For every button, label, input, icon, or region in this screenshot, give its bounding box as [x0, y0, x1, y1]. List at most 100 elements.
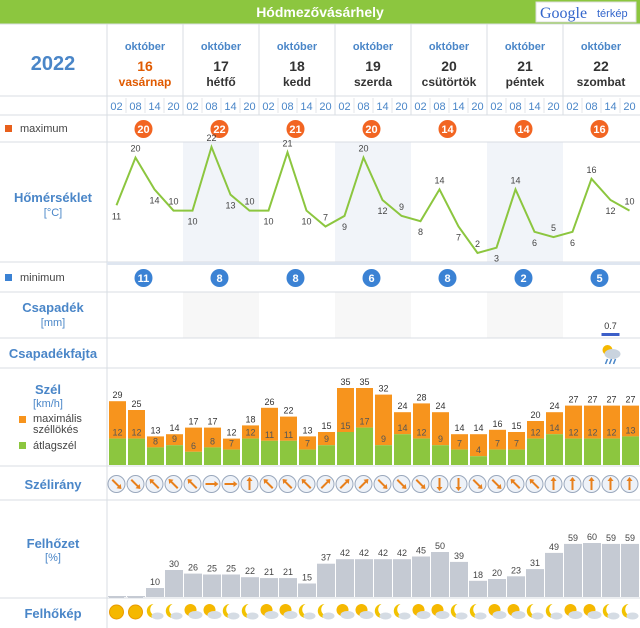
wind-gust-value: 12 [226, 428, 236, 438]
cloud-shape [492, 611, 507, 619]
cloud-value: 15 [302, 573, 312, 583]
wind-direction-icon [430, 475, 449, 493]
day-month-label: október [429, 41, 470, 53]
gust-legend-1: maximális [33, 413, 82, 425]
wind-avg-value: 7 [495, 439, 500, 449]
temperature-value: 6 [532, 238, 537, 248]
moon-cloud-icon [374, 604, 392, 620]
wind-avg-value: 11 [284, 430, 293, 440]
cloud-shape [435, 611, 450, 619]
wind-avg-bar [166, 445, 183, 465]
wind-arrow [339, 479, 350, 489]
wind-direction-icon [297, 475, 316, 493]
sun-cloud-icon [507, 604, 526, 619]
hour-tick-label: 08 [433, 101, 445, 113]
wind-gust-value: 25 [131, 399, 141, 409]
moon-shape [222, 604, 236, 618]
wind-arrow [149, 479, 160, 489]
cloud-value: 21 [283, 567, 293, 577]
max-temp-value: 20 [365, 124, 377, 136]
wind-arrow [377, 479, 388, 489]
hour-tick-label: 02 [414, 101, 426, 113]
wind-avg-value: 8 [210, 436, 215, 446]
temperature-value: 9 [342, 222, 347, 232]
cloud-bar [488, 579, 506, 597]
arrow-head [550, 477, 557, 481]
wind-direction-icon [354, 475, 373, 493]
label-cloud-pic: Felhőkép [24, 606, 81, 621]
sun-cloud-icon [355, 604, 374, 619]
wind-avg-bar [413, 438, 430, 465]
cloud-value: 60 [587, 532, 597, 542]
cloud-shape [188, 611, 203, 619]
wind-gust-bar [204, 427, 221, 448]
wind-arrow [168, 479, 179, 489]
hour-tick-label: 02 [490, 101, 502, 113]
hour-tick-label: 08 [357, 101, 369, 113]
wind-direction-icon [506, 475, 525, 493]
arrow-shaft [111, 479, 121, 488]
wind-avg-bar [204, 447, 221, 465]
label-wind-unit: [km/h] [33, 398, 63, 410]
wind-gust-value: 14 [169, 423, 179, 433]
cloud-bar [469, 580, 487, 597]
min-temp-value: 8 [444, 273, 450, 285]
hour-tick-label: 14 [300, 101, 312, 113]
moon-cloud-icon [450, 604, 468, 620]
wind-avg-value: 14 [549, 423, 559, 433]
arrow-head [233, 481, 238, 487]
hour-tick-label: 14 [148, 101, 160, 113]
wind-direction-icon [563, 475, 582, 493]
cloud-shape [607, 612, 620, 620]
avg-legend-swatch [19, 442, 26, 449]
wind-arrow [607, 477, 614, 490]
wind-arrow [224, 481, 238, 487]
temperature-value: 10 [624, 197, 634, 207]
temperature-value: 12 [377, 206, 387, 216]
wind-gust-bar [451, 434, 468, 450]
wind-direction-icon [582, 475, 601, 493]
wind-gust-value: 16 [492, 419, 502, 429]
cloud-shape [531, 612, 544, 620]
arrow-shaft [472, 479, 482, 488]
wind-avg-bar [584, 438, 601, 465]
day-month-label: október [581, 41, 622, 53]
temperature-value: 11 [112, 211, 121, 221]
wind-gust-value: 24 [397, 401, 407, 411]
hour-tick-label: 08 [585, 101, 597, 113]
wind-gust-bar [128, 410, 145, 439]
moon-cloud-icon [621, 604, 639, 620]
cloud-bar [545, 552, 563, 597]
cloud-shape [322, 612, 335, 620]
day-band [335, 142, 411, 262]
day-weekday: hétfő [206, 75, 235, 89]
cloud-value: 23 [511, 565, 521, 575]
wind-gust-value: 27 [606, 395, 616, 405]
wind-direction-icon [259, 475, 278, 493]
cloud-value: 22 [245, 566, 255, 576]
wind-gust-bar [394, 412, 411, 435]
arrow-shaft [511, 480, 521, 489]
wind-avg-value: 12 [587, 428, 597, 438]
map-link-label[interactable]: térkép [597, 8, 628, 20]
min-temp-value: 6 [368, 273, 374, 285]
wind-direction-icon [240, 475, 259, 493]
google-maps-link[interactable]: Google térkép [535, 1, 637, 23]
temperature-value: 8 [418, 227, 423, 237]
arrow-head [325, 479, 331, 484]
moon-cloud-icon [526, 604, 544, 620]
max-temp-value: 20 [137, 124, 149, 136]
wind-direction-icon [373, 475, 392, 493]
day-weekday: kedd [283, 75, 311, 89]
wind-gust-bar [223, 438, 240, 450]
cloud-value: 39 [454, 551, 464, 561]
wind-gust-value: 29 [112, 390, 122, 400]
cloud-bar [279, 578, 297, 597]
moon-shape [450, 604, 464, 618]
day-weekday: csütörtök [422, 75, 477, 89]
cloud-bar [241, 577, 259, 597]
min-temp-badge [210, 269, 229, 287]
cloud-value: 26 [188, 563, 198, 573]
sun-cloud-icon [203, 604, 222, 619]
arrow-head [496, 484, 502, 489]
